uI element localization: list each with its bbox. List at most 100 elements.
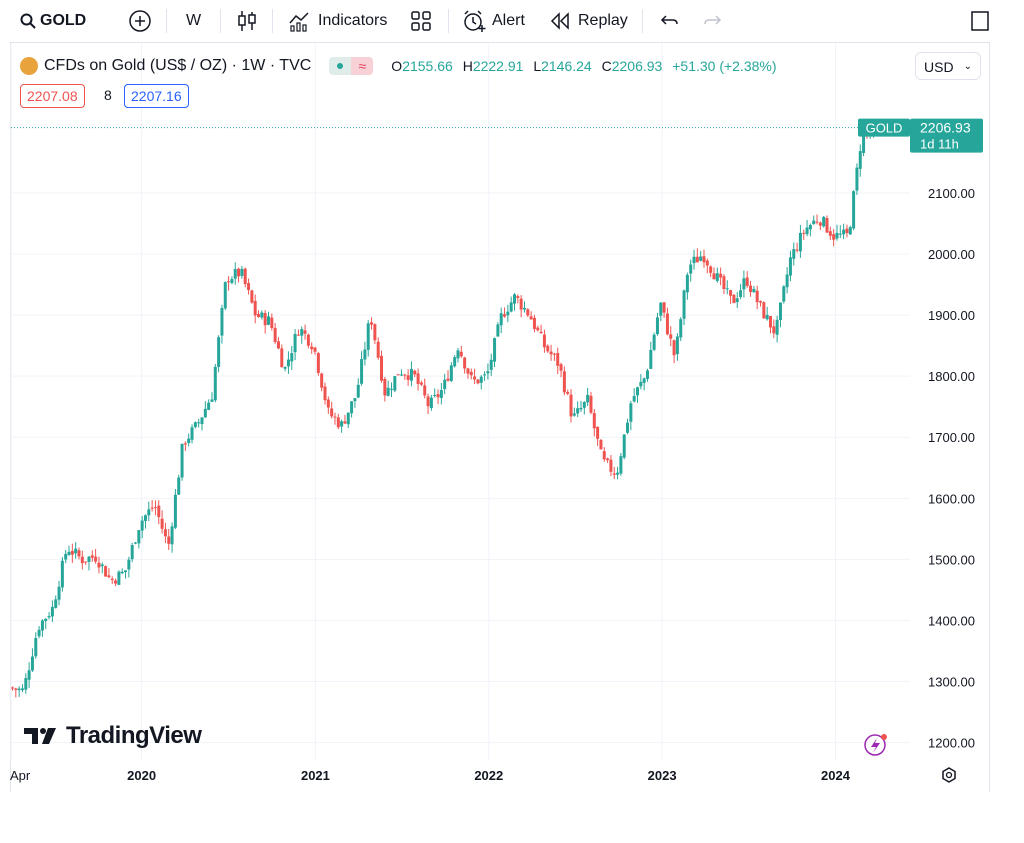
chart-type-button[interactable] [236, 8, 258, 34]
market-open-icon [329, 57, 352, 75]
candle-body [326, 399, 330, 408]
candle-body [436, 394, 440, 398]
candle-body [449, 365, 453, 381]
candle-body [549, 351, 553, 355]
replay-label: Replay [578, 12, 628, 29]
candle-body [263, 313, 267, 326]
candle-body [812, 220, 816, 225]
candle-body [749, 285, 753, 293]
candle-body [90, 555, 94, 558]
tradingview-logo[interactable]: TradingView [24, 722, 202, 750]
series-legend: CFDs on Gold (US$ / OZ) · 1W · TVC ≈ O21… [20, 54, 777, 78]
candle-body [483, 374, 487, 376]
candle-body [77, 550, 81, 557]
candle-body [522, 307, 526, 310]
candle-body [223, 282, 227, 309]
add-circle-icon [129, 10, 151, 32]
candle-body [556, 353, 560, 366]
candle-body [183, 443, 187, 445]
candle-body [699, 256, 703, 261]
candle-body [170, 526, 174, 545]
candle-body [373, 324, 377, 341]
candles-icon [238, 11, 256, 31]
sell-price-button[interactable]: 2207.08 [20, 84, 85, 108]
candle-body [845, 228, 849, 233]
candle-body [213, 366, 217, 401]
candle-body [792, 249, 796, 259]
candle-body [203, 408, 207, 418]
candle-body [456, 350, 460, 359]
candle-body [423, 385, 427, 396]
candle-body [303, 330, 307, 334]
fullscreen-button[interactable] [970, 8, 990, 34]
candle-body [828, 231, 832, 236]
candle-body [67, 551, 71, 555]
candle-body [403, 374, 407, 376]
candle-body [177, 477, 181, 495]
candle-body [120, 571, 124, 574]
candle-body [323, 386, 327, 401]
candle-body [629, 403, 633, 422]
notification-dot-icon [881, 734, 887, 740]
candle-body [60, 560, 64, 588]
candle-body [516, 296, 520, 299]
close-key: C [601, 58, 612, 74]
candle-body [40, 620, 44, 631]
candle-body [260, 312, 264, 318]
candle-body [709, 266, 713, 273]
layouts-button[interactable] [410, 8, 432, 34]
candle-body [57, 586, 61, 600]
candle-body [130, 545, 134, 560]
candle-body [396, 374, 400, 376]
undo-button[interactable] [660, 8, 680, 34]
candle-body [94, 556, 98, 562]
candle-body [569, 394, 573, 417]
settings-gear-icon[interactable] [942, 767, 956, 783]
candle-body [336, 417, 340, 428]
candle-body [619, 456, 623, 474]
symbol-search-button[interactable]: GOLD [20, 8, 86, 34]
x-tick-label: 2020 [127, 768, 156, 783]
indicators-icon [289, 12, 309, 32]
price-tag-bg [910, 118, 983, 153]
y-tick-label: 1500.00 [928, 552, 975, 567]
candle-body [858, 151, 862, 169]
market-status-pill[interactable]: ≈ [329, 57, 374, 75]
candle-body [343, 421, 347, 424]
top-toolbar: GOLD W Indicators Alert Replay [0, 0, 1024, 42]
candle-body [798, 232, 802, 252]
candle-body [719, 273, 723, 278]
candle-body [552, 353, 556, 355]
candle-body [722, 276, 726, 289]
candle-body [473, 376, 477, 380]
candle-body [416, 373, 420, 384]
candle-body [140, 520, 144, 531]
candle-body [210, 399, 214, 402]
candle-body [659, 302, 663, 316]
buy-price-button[interactable]: 2207.16 [124, 84, 189, 108]
candle-body [399, 374, 403, 376]
redo-button[interactable] [702, 8, 722, 34]
search-icon [20, 13, 36, 29]
candle-body [715, 273, 719, 281]
candle-body [645, 370, 649, 379]
candle-body [340, 421, 344, 427]
compare-add-button[interactable] [128, 8, 152, 34]
high-key: H [462, 58, 473, 74]
replay-button[interactable]: Replay [550, 8, 628, 34]
currency-select[interactable]: USD ⌄ [915, 52, 981, 80]
candle-body [273, 327, 277, 342]
candle-body [320, 373, 324, 388]
candle-body [725, 288, 729, 290]
candle-body [506, 311, 510, 316]
flash-icon [864, 734, 886, 756]
candle-body [785, 274, 789, 288]
candle-body [469, 371, 473, 376]
candle-body [752, 288, 756, 293]
candle-body [187, 438, 191, 444]
candle-body [114, 580, 118, 584]
interval-button[interactable]: W [186, 8, 201, 34]
indicators-button[interactable]: Indicators [288, 8, 387, 34]
alert-button[interactable]: Alert [462, 8, 525, 34]
